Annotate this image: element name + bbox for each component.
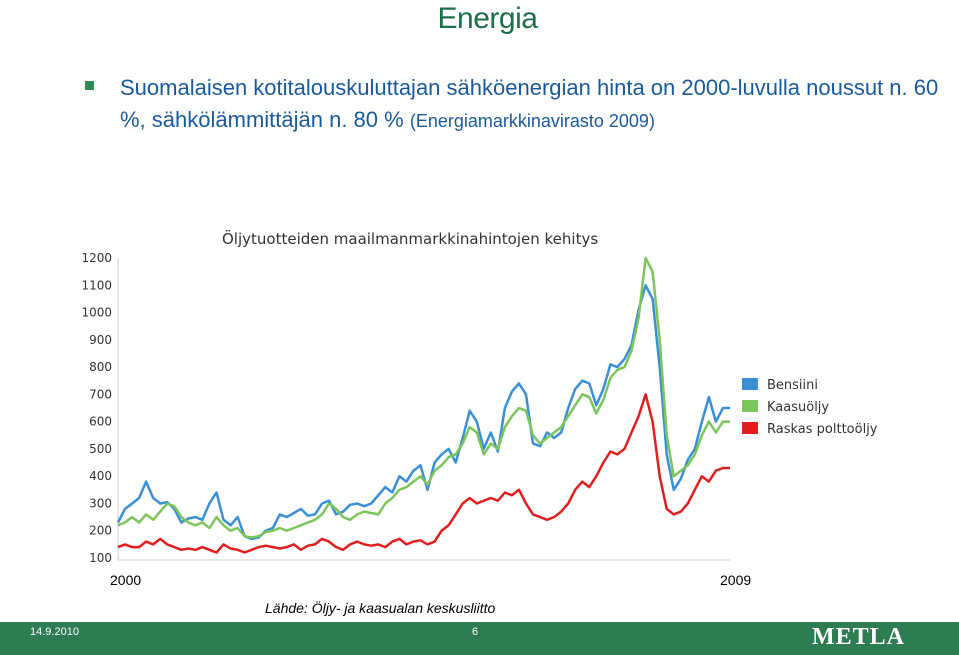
legend-label: Kaasuöljy [767, 400, 829, 415]
y-tick-label: 100 [89, 551, 112, 565]
legend-label: Raskas polttoöljy [767, 422, 878, 437]
y-tick-label: 1000 [81, 306, 112, 320]
slide-title: Energia [437, 2, 538, 35]
footer-bar [0, 622, 959, 655]
y-tick-label: 1200 [81, 251, 112, 265]
x-end-label: 2009 [720, 572, 752, 588]
y-tick-label: 700 [89, 387, 112, 401]
series-line-2 [117, 393, 730, 554]
legend-swatch [742, 422, 758, 434]
source-note: Lähde: Öljy- ja kaasualan keskusliitto [265, 600, 496, 616]
legend-swatch [742, 400, 758, 412]
footer-date: 14.9.2010 [30, 626, 79, 638]
y-tick-label: 1100 [81, 278, 112, 292]
series-line-1 [117, 256, 730, 539]
legend-label: Bensiini [767, 378, 818, 393]
y-tick-label: 600 [89, 415, 112, 429]
y-tick-label: 500 [89, 442, 112, 456]
y-tick-label: 300 [89, 496, 112, 510]
bullet-text: Suomalaisen kotitalouskuluttajan sähköen… [120, 72, 940, 137]
bullet-reference: (Energiamarkkinavirasto 2009) [409, 111, 655, 131]
page-number: 6 [472, 626, 479, 638]
bullet-square-icon [85, 81, 94, 90]
series-line-0 [116, 284, 730, 541]
x-start-label: 2000 [110, 572, 142, 588]
y-tick-label: 900 [89, 333, 112, 347]
y-tick-labels: 100 200 300 400 500 600 700 800 900 1000 1100 1200 [81, 251, 112, 565]
chart-title: Öljytuotteiden maailmanmarkkinahintojen … [222, 229, 598, 248]
y-tick-label: 400 [89, 469, 112, 483]
metla-logo: METLA [812, 624, 906, 650]
y-tick-label: 200 [89, 524, 112, 538]
y-tick-label: 800 [89, 360, 112, 374]
series-lines [116, 256, 730, 554]
legend: Bensiini Kaasuöljy Raskas polttoöljy [742, 378, 878, 437]
legend-swatch [742, 378, 758, 390]
bullet-main-text: Suomalaisen kotitalouskuluttajan sähköen… [120, 75, 939, 132]
